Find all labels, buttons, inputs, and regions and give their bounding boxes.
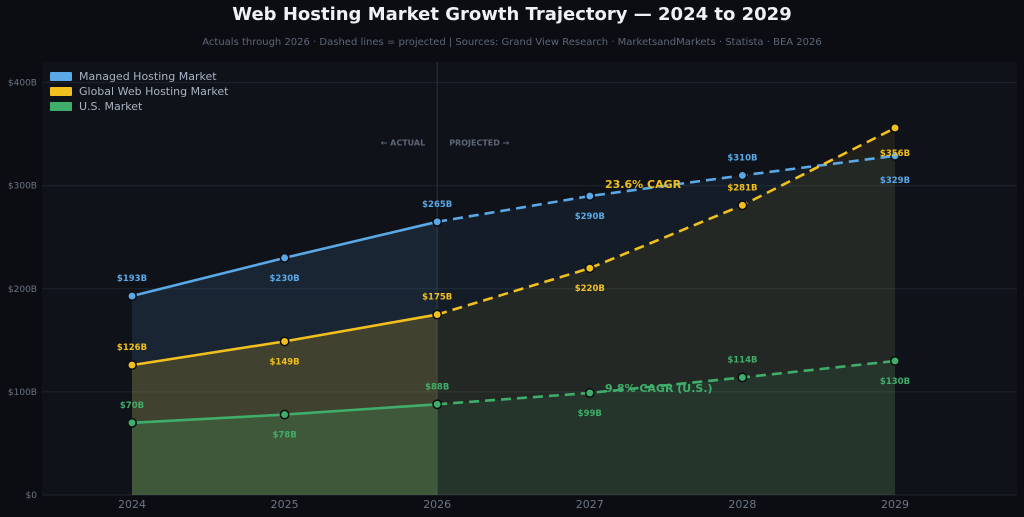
legend-item-global: Global Web Hosting Market (50, 84, 228, 99)
y-tick-label: $400B (8, 79, 37, 89)
area-projected-managed (437, 155, 895, 496)
legend-swatch-managed (50, 72, 72, 81)
line-projected-us (437, 359, 896, 406)
area-actual-global (132, 314, 438, 495)
data-label-managed: $310B (727, 153, 757, 163)
data-point-managed (584, 191, 595, 201)
data-label-us: $99B (578, 409, 602, 419)
data-point-us (279, 409, 290, 420)
y-tick-label: $0 (26, 491, 38, 501)
data-point-us (584, 387, 595, 398)
chart-subtitle: Actuals through 2026 · Dashed lines = pr… (202, 37, 822, 48)
data-point-global (584, 263, 595, 274)
data-point-managed (279, 252, 290, 263)
data-point-us (890, 356, 900, 366)
data-point-managed (890, 150, 900, 161)
cagr-annotation-global: 23.6% CAGR (605, 178, 682, 191)
data-label-global: $175B (422, 293, 452, 303)
legend-item-us: U.S. Market (50, 99, 228, 114)
data-label-us: $78B (272, 431, 296, 441)
chart-title: Web Hosting Market Growth Trajectory — 2… (232, 4, 792, 25)
legend: Managed Hosting Market Global Web Hostin… (50, 69, 228, 114)
projected-label: PROJECTED → (449, 139, 509, 148)
data-point-us (432, 399, 443, 410)
data-label-global: $356B (880, 149, 910, 159)
data-label-us: $130B (880, 377, 910, 387)
y-tick-label: $300B (8, 182, 37, 192)
legend-label-global: Global Web Hosting Market (79, 85, 229, 98)
legend-swatch-global (50, 87, 72, 96)
legend-label-us: U.S. Market (79, 100, 143, 113)
data-label-us: $70B (120, 401, 144, 411)
area-actual-managed (132, 221, 438, 496)
x-tick-label: 2029 (881, 498, 909, 511)
legend-swatch-us (50, 102, 72, 111)
data-label-managed: $230B (270, 274, 300, 284)
actual-label: ← ACTUAL (381, 139, 426, 148)
data-point-managed (127, 291, 137, 301)
data-label-managed: $193B (117, 274, 147, 284)
data-label-managed: $265B (422, 200, 452, 210)
line-projected-managed (436, 154, 896, 224)
x-tick-label: 2026 (423, 498, 451, 511)
data-point-global (127, 360, 137, 371)
data-label-global: $281B (727, 183, 757, 193)
data-label-managed: $329B (880, 176, 910, 186)
legend-label-managed: Managed Hosting Market (79, 70, 217, 83)
data-label-us: $114B (727, 355, 757, 365)
data-point-us (127, 417, 137, 428)
data-label-global: $220B (575, 284, 605, 294)
data-label-global: $149B (270, 357, 300, 367)
area-projected-us (437, 360, 895, 495)
data-point-managed (737, 170, 748, 181)
x-tick-label: 2024 (118, 498, 146, 511)
area-projected-global (437, 127, 895, 495)
data-point-global (737, 200, 748, 211)
legend-item-managed: Managed Hosting Market (50, 69, 228, 84)
data-label-managed: $290B (575, 212, 605, 222)
data-label-us: $88B (425, 382, 449, 392)
data-point-us (737, 372, 748, 383)
line-projected-global (436, 126, 896, 316)
x-tick-label: 2028 (728, 498, 756, 511)
area-actual-us (132, 404, 438, 495)
data-point-global (890, 123, 900, 133)
data-point-global (279, 336, 290, 347)
y-tick-label: $200B (8, 285, 37, 295)
x-tick-label: 2025 (271, 498, 299, 511)
data-label-global: $126B (117, 343, 147, 353)
y-tick-label: $100B (8, 388, 37, 398)
data-point-managed (432, 216, 443, 227)
x-tick-label: 2027 (576, 498, 604, 511)
cagr-annotation-us: 9.8% CAGR (U.S.) (605, 382, 713, 395)
data-point-global (432, 309, 443, 320)
